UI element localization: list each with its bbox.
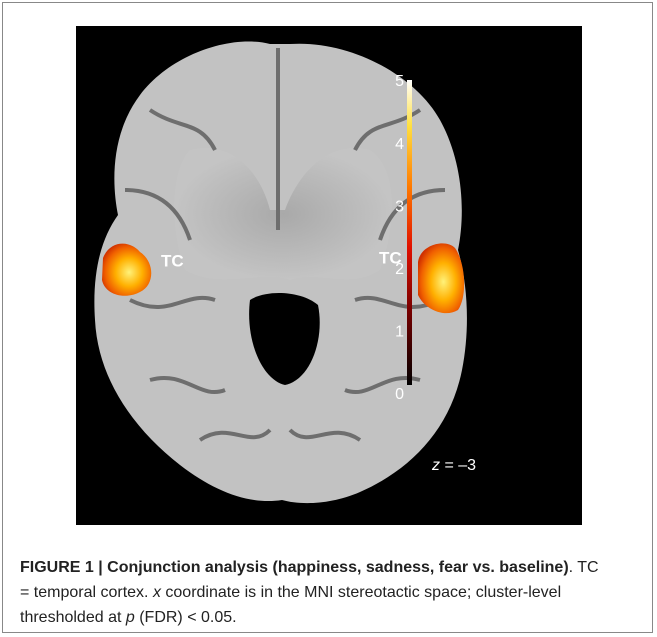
caption-italic: x — [153, 584, 161, 601]
region-label: TC — [161, 251, 184, 270]
slice-value: = –3 — [440, 457, 476, 474]
activation-right — [418, 243, 464, 313]
slice-label: z = –3 — [431, 457, 476, 474]
colorbar-tick-label: 0 — [395, 386, 404, 403]
caption: FIGURE 1 | Conjunction analysis (happine… — [20, 555, 610, 630]
page: TC TC z = –3 012345 FIGURE 1 | Conjuncti… — [0, 0, 657, 637]
slice-axis: z — [431, 457, 440, 474]
caption-italic: p — [126, 609, 135, 626]
colorbar-tick-label: 4 — [395, 136, 404, 153]
colorbar-tick-label: 3 — [395, 198, 404, 215]
caption-label: FIGURE 1 | Conjunction analysis (happine… — [20, 559, 569, 576]
colorbar-tick-label: 2 — [395, 261, 404, 278]
colorbar — [407, 80, 412, 385]
colorbar-tick-label: 1 — [395, 324, 404, 341]
colorbar-tick-label: 5 — [395, 73, 404, 90]
caption-text: (FDR) < 0.05. — [135, 609, 237, 626]
